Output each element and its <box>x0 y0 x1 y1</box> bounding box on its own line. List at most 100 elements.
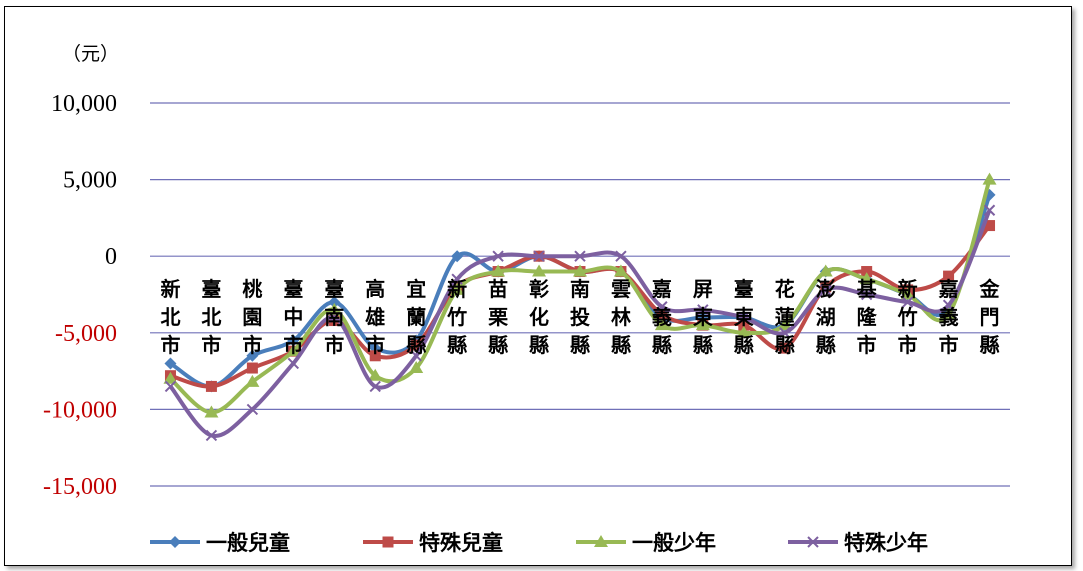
category-label: 桃園市 <box>242 277 262 357</box>
legend-label: 一般少年 <box>632 531 716 555</box>
legend-item-1[interactable]: 特殊兒童 <box>363 531 503 555</box>
legend-marker <box>169 536 181 548</box>
y-tick-label: 10,000 <box>51 91 117 117</box>
category-label: 宜蘭縣 <box>406 277 426 357</box>
data-point-3 <box>328 311 340 324</box>
data-point-3 <box>983 204 996 216</box>
data-point-1 <box>984 220 996 232</box>
data-point-3 <box>942 299 955 311</box>
data-point-2 <box>941 307 956 320</box>
data-point-3 <box>164 380 177 393</box>
data-point-0 <box>328 296 341 309</box>
category-label: 嘉義縣 <box>651 277 672 357</box>
unit-label: （元） <box>62 43 119 65</box>
category-label: 彰化縣 <box>529 277 549 357</box>
data-point-2 <box>695 318 710 331</box>
data-point-2 <box>450 282 465 295</box>
data-point-2 <box>654 318 669 331</box>
legend-item-3[interactable]: 特殊少年 <box>788 531 928 555</box>
data-point-0 <box>451 250 464 263</box>
data-point-1 <box>943 270 955 282</box>
legend[interactable]: 一般兒童 特殊兒童 一般少年 特殊少年 <box>150 531 928 555</box>
data-point-2 <box>573 264 587 277</box>
data-point-1 <box>328 315 340 327</box>
data-point-3 <box>410 350 422 362</box>
legend-label: 特殊少年 <box>844 531 928 555</box>
data-point-2 <box>613 264 628 277</box>
data-point-3 <box>533 250 545 262</box>
data-point-2 <box>982 172 997 185</box>
data-point-3 <box>697 304 709 316</box>
category-label: 雲林縣 <box>611 277 631 357</box>
data-point-1 <box>820 281 832 293</box>
data-point-2 <box>532 264 547 277</box>
category-label: 高雄市 <box>364 277 385 357</box>
data-point-3 <box>860 288 873 301</box>
data-point-3 <box>369 380 381 393</box>
data-point-3 <box>901 296 914 308</box>
gridlines <box>150 102 1010 487</box>
category-label: 新竹縣 <box>446 277 467 357</box>
category-label: 基隆市 <box>857 277 878 357</box>
y-tick-label: -15,000 <box>43 474 117 500</box>
y-axis: 10,000 5,000 0 -5,000 -10,000 -15,000 <box>43 91 117 500</box>
category-label: 嘉義市 <box>938 277 959 357</box>
data-point-3 <box>738 311 750 324</box>
data-point-3 <box>205 429 218 442</box>
category-label: 臺北市 <box>201 277 221 357</box>
series-group <box>163 172 997 442</box>
category-label: 臺中市 <box>283 277 303 357</box>
data-point-1 <box>861 266 873 278</box>
data-point-1 <box>410 339 422 351</box>
data-point-0 <box>246 349 259 362</box>
data-point-2 <box>204 405 219 418</box>
data-point-2 <box>736 325 751 338</box>
data-point-2 <box>368 368 383 381</box>
legend-item-2[interactable]: 一般少年 <box>576 531 716 555</box>
data-point-3 <box>246 403 259 416</box>
category-label: 金門縣 <box>979 277 1001 357</box>
category-label: 苗栗縣 <box>488 277 508 357</box>
category-label: 新竹市 <box>897 277 918 357</box>
data-point-2 <box>818 264 833 277</box>
category-label: 屏東縣 <box>693 277 713 357</box>
y-tick-label: 0 <box>105 244 117 270</box>
category-label: 南投縣 <box>570 277 590 357</box>
legend-marker <box>807 536 819 548</box>
data-point-2 <box>409 361 424 374</box>
data-point-3 <box>656 301 668 313</box>
legend-marker <box>594 535 608 547</box>
data-point-1 <box>205 380 217 392</box>
data-point-3 <box>492 250 504 262</box>
data-point-3 <box>615 250 627 262</box>
data-point-2 <box>327 302 342 315</box>
y-tick-label: 5,000 <box>63 168 117 194</box>
legend-item-0[interactable]: 一般兒童 <box>150 531 290 555</box>
legend-label: 一般兒童 <box>206 531 290 555</box>
data-point-1 <box>738 319 750 331</box>
category-label: 臺東縣 <box>734 277 754 357</box>
category-label: 花蓮縣 <box>775 277 795 357</box>
data-point-3 <box>287 357 300 370</box>
data-point-1 <box>369 350 381 362</box>
data-point-1 <box>246 362 258 374</box>
data-point-2 <box>859 272 874 285</box>
data-point-3 <box>779 327 791 339</box>
data-point-2 <box>491 264 506 277</box>
y-tick-label: -10,000 <box>43 397 117 423</box>
data-point-2 <box>900 287 915 300</box>
category-label: 新北市 <box>160 277 180 357</box>
legend-label: 特殊兒童 <box>419 531 503 555</box>
data-point-2 <box>245 374 260 387</box>
category-label: 澎湖縣 <box>816 277 836 357</box>
data-point-3 <box>574 250 586 262</box>
y-tick-label: -5,000 <box>55 321 117 347</box>
data-point-2 <box>286 344 301 357</box>
data-point-0 <box>287 334 300 347</box>
data-point-1 <box>656 308 668 320</box>
data-point-1 <box>779 342 791 354</box>
data-point-3 <box>820 284 832 296</box>
data-point-3 <box>451 273 463 285</box>
